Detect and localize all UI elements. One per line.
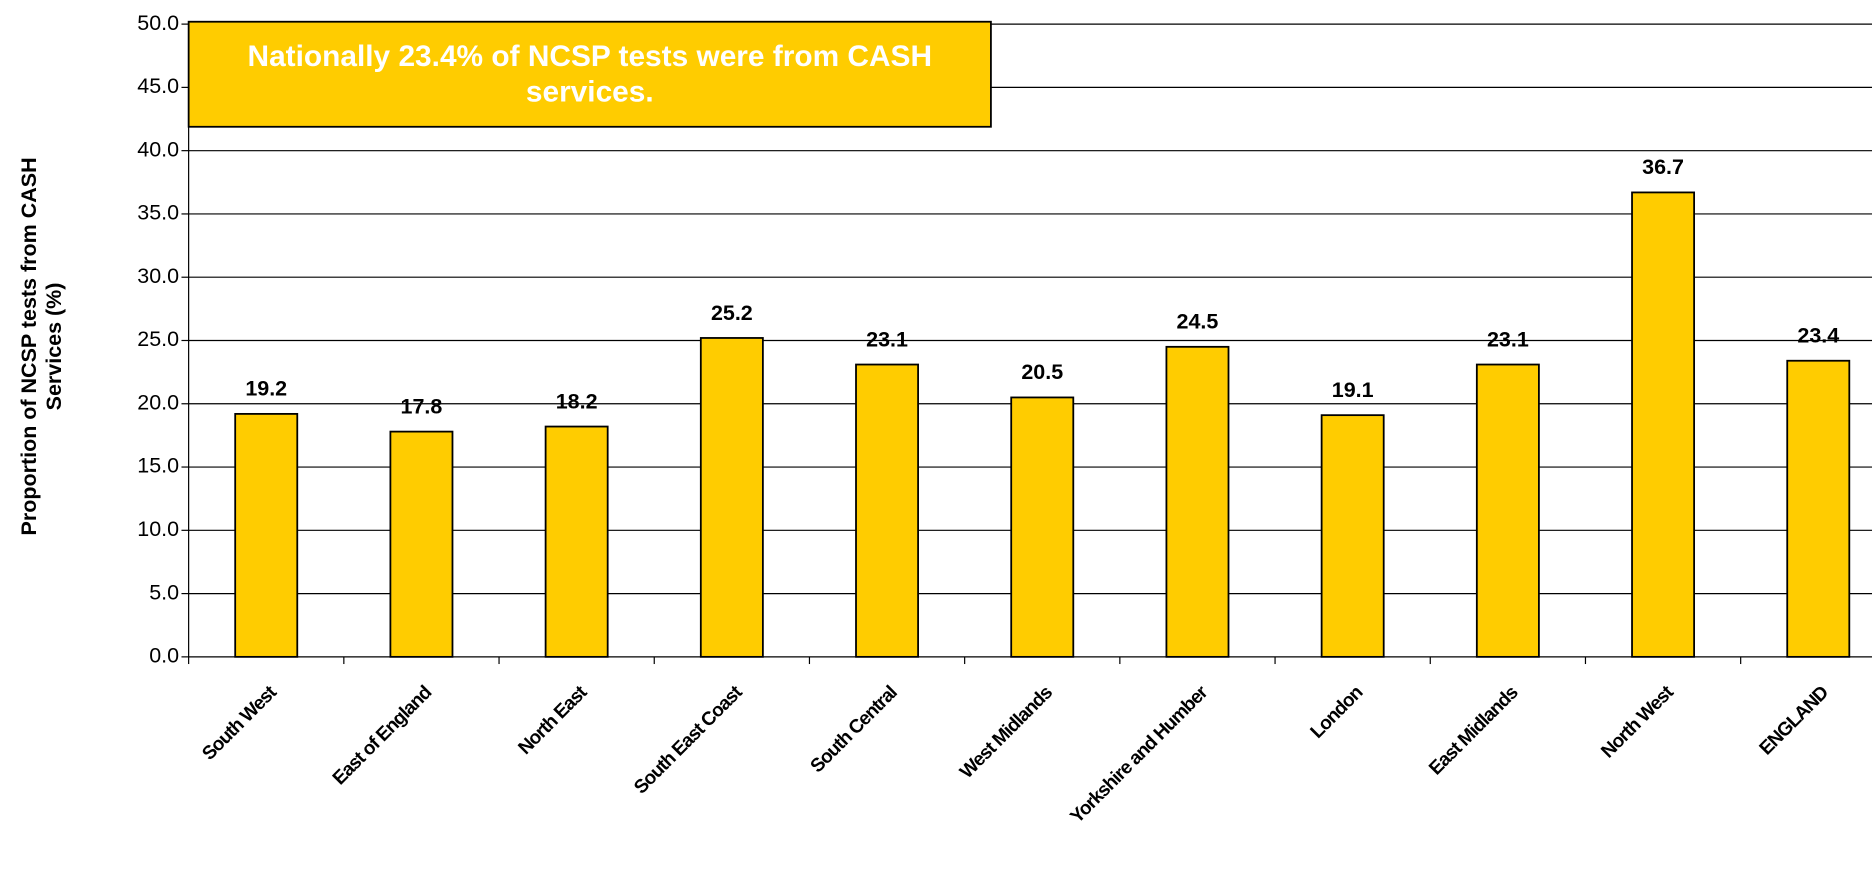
- bar: [234, 412, 299, 658]
- value-label: 18.2: [556, 389, 598, 413]
- y-tick-label: 30.0: [137, 264, 179, 288]
- value-label: 23.1: [866, 327, 908, 351]
- value-label: 36.7: [1642, 155, 1684, 179]
- y-tick-label: 40.0: [137, 137, 179, 161]
- y-tick-label: 25.0: [137, 327, 179, 351]
- bar: [1631, 191, 1696, 658]
- y-tick-label: 50.0: [137, 11, 179, 35]
- bar: [1475, 363, 1540, 658]
- value-label: 23.4: [1797, 324, 1839, 348]
- bar: [1165, 345, 1230, 658]
- annotation: Nationally 23.4% of NCSP tests were from…: [247, 39, 933, 109]
- y-axis-label: Proportion of NCSP tests from CASH Servi…: [17, 157, 66, 536]
- value-label: 19.1: [1332, 378, 1374, 402]
- x-tick-label: South Central: [807, 683, 902, 778]
- x-tick-label: West Midlands: [956, 682, 1057, 783]
- x-tick-label: Yorkshire and Humber: [1067, 681, 1213, 827]
- bar: [1010, 396, 1075, 658]
- value-label: 20.5: [1021, 360, 1063, 384]
- y-tick-label: 35.0: [137, 201, 179, 225]
- y-tick-label: 10.0: [137, 517, 179, 541]
- x-tick-label: London: [1307, 682, 1367, 742]
- value-label: 17.8: [401, 394, 443, 418]
- x-tick-label: ENGLAND: [1756, 682, 1833, 759]
- bar: [855, 363, 919, 658]
- value-label: 23.1: [1487, 327, 1529, 351]
- y-tick-label: 15.0: [137, 454, 179, 478]
- y-axis-title: Proportion of NCSP tests from CASH Servi…: [17, 157, 66, 536]
- value-label: 24.5: [1177, 310, 1219, 334]
- y-tick-label: 0.0: [149, 644, 179, 668]
- bar: [544, 425, 609, 658]
- value-label: 19.2: [245, 377, 287, 401]
- bar: [389, 430, 454, 658]
- x-tick-label: North West: [1597, 681, 1678, 762]
- annotation-box: [187, 20, 992, 128]
- y-tick-label: 45.0: [137, 74, 179, 98]
- bar: [699, 337, 764, 658]
- bar: [1786, 359, 1851, 658]
- y-tick-label: 20.0: [137, 390, 179, 414]
- x-tick-label: East of England: [329, 682, 436, 789]
- x-tick-label: South East Coast: [630, 681, 747, 798]
- y-tick-label: 5.0: [149, 580, 179, 604]
- annotation-text: Nationally 23.4% of NCSP tests were from…: [247, 39, 933, 109]
- bar: [1320, 414, 1385, 658]
- x-tick-label: East Midlands: [1425, 682, 1522, 779]
- x-tick-label: South West: [198, 681, 281, 764]
- value-label: 25.2: [711, 301, 753, 325]
- x-tick-label: North East: [515, 681, 592, 758]
